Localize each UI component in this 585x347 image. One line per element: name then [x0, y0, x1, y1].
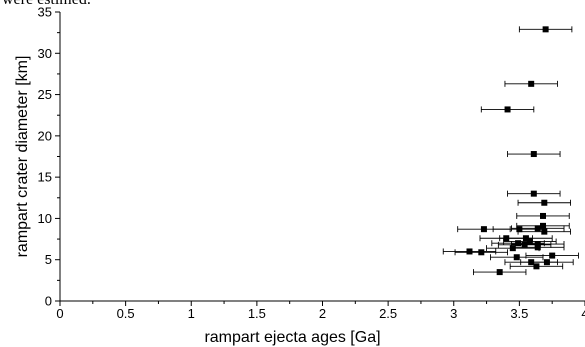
data-point — [466, 248, 473, 255]
data-point — [526, 238, 533, 245]
data-point — [528, 259, 535, 266]
x-tick-label: 1 — [188, 306, 195, 321]
data-point — [478, 249, 485, 256]
data-point — [509, 245, 516, 252]
y-tick-label: 35 — [38, 5, 52, 20]
data-point — [504, 106, 511, 113]
data-point — [534, 241, 541, 248]
data-point — [522, 235, 529, 242]
y-axis-title: rampart crater diameter [km] — [14, 56, 31, 258]
data-points — [466, 26, 556, 276]
x-tick-label: 0 — [56, 306, 63, 321]
data-point — [516, 226, 523, 233]
y-tick-label: 25 — [38, 87, 52, 102]
data-point — [480, 226, 487, 233]
y-tick-label: 10 — [38, 211, 52, 226]
data-point — [542, 26, 549, 33]
x-tick-label: 0.5 — [117, 306, 135, 321]
y-tick-label: 15 — [38, 170, 52, 185]
data-point — [534, 244, 541, 251]
x-tick-label: 3 — [450, 306, 457, 321]
axes — [55, 11, 585, 306]
x-tick-label: 1.5 — [248, 306, 266, 321]
error-bars — [442, 26, 579, 276]
x-tick-label: 2.5 — [379, 306, 397, 321]
data-point — [543, 259, 550, 266]
data-point — [515, 240, 522, 247]
data-point — [521, 241, 528, 248]
x-tick-label: 2 — [319, 306, 326, 321]
data-point — [534, 225, 541, 232]
axis-labels: 0 0.5 1 1.5 2 2.5 3 3.5 4 0 5 10 15 20 25 30 35 rampart e… — [14, 5, 585, 347]
y-tick-label: 30 — [38, 46, 52, 61]
data-point — [528, 80, 535, 87]
data-point — [513, 254, 520, 261]
data-point — [496, 269, 503, 276]
data-point — [541, 199, 548, 206]
data-point — [503, 235, 510, 242]
data-point — [540, 222, 546, 229]
data-point — [530, 151, 537, 158]
data-point — [540, 212, 546, 219]
x-tick-label: 4 — [581, 306, 585, 321]
data-point — [541, 228, 548, 235]
data-point — [533, 263, 540, 270]
data-point — [530, 190, 537, 197]
x-axis-title: rampart ejecta ages [Ga] — [204, 329, 380, 346]
data-point — [549, 252, 556, 259]
x-tick-label: 3.5 — [510, 306, 528, 321]
y-tick-label: 5 — [45, 252, 52, 267]
y-tick-label: 20 — [38, 128, 52, 143]
y-tick-label: 0 — [45, 294, 52, 309]
caption-fragment: were estimed. — [2, 0, 91, 9]
